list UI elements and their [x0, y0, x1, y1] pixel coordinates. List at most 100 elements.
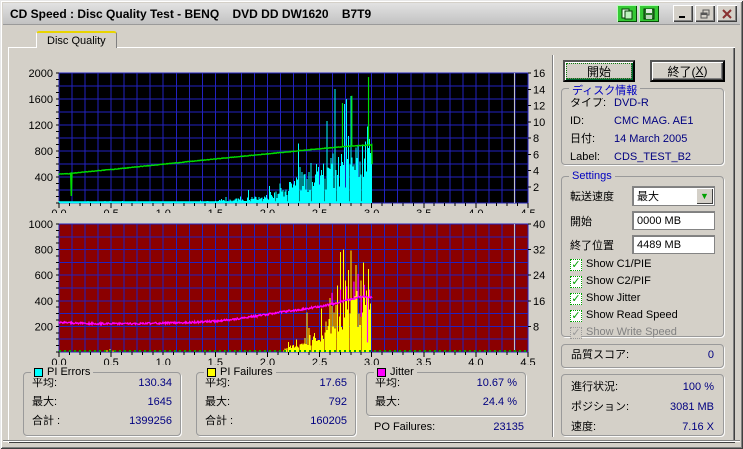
svg-text:400: 400 [35, 296, 53, 308]
speed-row: 速度: 7.16 X [571, 421, 714, 433]
svg-text:2.5: 2.5 [312, 357, 327, 365]
pi-errors-title: PI Errors [47, 366, 91, 378]
svg-text:200: 200 [35, 321, 53, 333]
disc-info-title: ディスク情報 [569, 82, 641, 98]
svg-text:16: 16 [533, 68, 545, 80]
close-icon [722, 8, 732, 19]
jitter-swatch-icon [377, 367, 386, 377]
disc-info-box: ディスク情報 タイプ: DVD-R ID: CMC MAG. AE1 日付: 14 M… [561, 82, 724, 165]
tab-label: Disc Quality [47, 35, 106, 47]
start-button[interactable]: 開始 [563, 60, 635, 82]
copy-button[interactable] [617, 5, 637, 22]
svg-text:800: 800 [35, 245, 53, 257]
stat-row: 最大: 792 [205, 396, 347, 408]
svg-text:600: 600 [35, 270, 53, 282]
svg-text:1.5: 1.5 [208, 208, 223, 213]
settings-title: Settings [569, 170, 615, 182]
tab-disc-quality[interactable]: Disc Quality [36, 31, 117, 48]
svg-text:1.0: 1.0 [156, 208, 171, 213]
settings-box: Settings 転送速度 最大 ▼ 開始 0000 MB 終了位置 4489 … [561, 170, 724, 339]
svg-text:14: 14 [533, 84, 545, 96]
stat-row: 合計 :160205 [205, 415, 347, 427]
transfer-speed-select[interactable]: 最大 ▼ [632, 186, 715, 206]
save-button[interactable] [639, 5, 659, 22]
svg-text:2.0: 2.0 [260, 357, 275, 365]
svg-text:1200: 1200 [29, 120, 53, 132]
title-bar[interactable]: CD Speed : Disc Quality Test - BENQ DVD … [3, 3, 740, 25]
svg-text:3.0: 3.0 [364, 208, 379, 213]
transfer-speed-row: 転送速度 最大 ▼ [562, 183, 723, 208]
transfer-speed-label: 転送速度 [570, 191, 614, 203]
start-position-input[interactable]: 0000 MB [632, 211, 715, 230]
pi-errors-chart: 0.0 0.5 1.0 1.5 2.0 2.5 3.0 3.5 4.0 4.5 2000 1600 12… [29, 68, 546, 213]
end-position-label: 終了位置 [570, 239, 614, 252]
pi-errors-legend: PI Errors [31, 366, 94, 378]
svg-text:10: 10 [533, 117, 545, 129]
stat-row: 最大: 1645 [32, 396, 172, 408]
svg-text:1.5: 1.5 [208, 357, 223, 365]
svg-text:0.5: 0.5 [103, 357, 118, 365]
position-row: ポジション: 3081 MB [571, 401, 714, 413]
checkbox-show-jitter[interactable]: ✓ Show Jitter [570, 292, 641, 305]
svg-text:2000: 2000 [29, 68, 53, 80]
start-position-row: 開始 0000 MB [562, 208, 723, 232]
progress-row: 進行状況: 100 % [571, 381, 714, 393]
stat-row: 平均: 17.65 [205, 377, 347, 389]
pi-failures-stats-box: PI Failures 平均: 17.65 最大: 792 合計 :160205 [196, 366, 356, 436]
quality-score-value: 0 [707, 349, 714, 361]
maximize-button[interactable] [695, 5, 715, 22]
disc-id-row: ID: CMC MAG. AE1 [570, 115, 694, 127]
svg-text:4.0: 4.0 [468, 208, 483, 213]
minimize-icon [679, 15, 685, 18]
status-divider [3, 440, 740, 442]
svg-text:4.5: 4.5 [520, 208, 535, 213]
window-title: CD Speed : Disc Quality Test - BENQ DVD … [10, 6, 372, 21]
svg-text:2.5: 2.5 [312, 208, 327, 213]
titlebar-buttons [615, 5, 737, 22]
disc-label-row: Label: CDS_TEST_B2 [570, 151, 692, 163]
start-position-label: 開始 [570, 215, 592, 228]
jitter-legend: Jitter [374, 366, 417, 378]
end-position-input[interactable]: 4489 MB [632, 235, 715, 254]
pi-failures-jitter-chart: 0.0 0.5 1.0 1.5 2.0 2.5 3.0 3.5 4.0 4.5 1000 800 600… [29, 219, 546, 365]
stat-row: 平均: 130.34 [32, 377, 172, 389]
checkbox-icon: ✓ [570, 326, 582, 339]
svg-text:8: 8 [533, 321, 539, 333]
quality-score-row: 品質スコア: 0 [562, 345, 723, 365]
svg-text:4: 4 [533, 166, 539, 178]
svg-text:16: 16 [533, 296, 545, 308]
po-failures-value: 23135 [493, 421, 524, 433]
po-failures-label: PO Failures: [374, 421, 436, 433]
checkbox-show-write-speed: ✓ Show Write Speed [570, 326, 677, 339]
svg-text:3.5: 3.5 [416, 357, 431, 365]
svg-text:3.0: 3.0 [364, 357, 379, 365]
checkbox-icon[interactable]: ✓ [570, 258, 582, 271]
svg-text:2: 2 [533, 182, 539, 194]
checkbox-show-c2-pif[interactable]: ✓ Show C2/PIF [570, 275, 651, 288]
copy-icon [621, 8, 633, 19]
checkbox-icon[interactable]: ✓ [570, 309, 582, 322]
transfer-speed-value: 最大 [637, 191, 659, 203]
svg-text:0.5: 0.5 [103, 208, 118, 213]
save-icon [643, 8, 655, 19]
svg-text:24: 24 [533, 270, 545, 282]
progress-box: 進行状況: 100 % ポジション: 3081 MB 速度: 7.16 X [561, 374, 724, 436]
close-button[interactable] [717, 5, 737, 22]
exit-button[interactable]: 終了(X) [650, 60, 725, 82]
stat-row: 最大: 24.4 % [375, 396, 517, 408]
checkbox-show-read-speed[interactable]: ✓ Show Read Speed [570, 309, 678, 322]
svg-text:4.0: 4.0 [468, 357, 483, 365]
checkbox-show-c1-pie[interactable]: ✓ Show C1/PIE [570, 258, 652, 271]
jitter-stats-box: Jitter 平均: 10.67 % 最大: 24.4 % [366, 366, 526, 416]
minimize-button[interactable] [673, 5, 693, 22]
panel-divider [552, 55, 554, 437]
checkbox-icon[interactable]: ✓ [570, 292, 582, 305]
svg-text:32: 32 [533, 245, 545, 257]
checkbox-icon[interactable]: ✓ [570, 275, 582, 288]
chevron-down-icon[interactable]: ▼ [696, 188, 713, 204]
svg-text:12: 12 [533, 101, 545, 113]
restore-icon [700, 9, 710, 18]
po-failures-row: PO Failures: 23135 [374, 421, 524, 433]
svg-text:6: 6 [533, 149, 539, 161]
